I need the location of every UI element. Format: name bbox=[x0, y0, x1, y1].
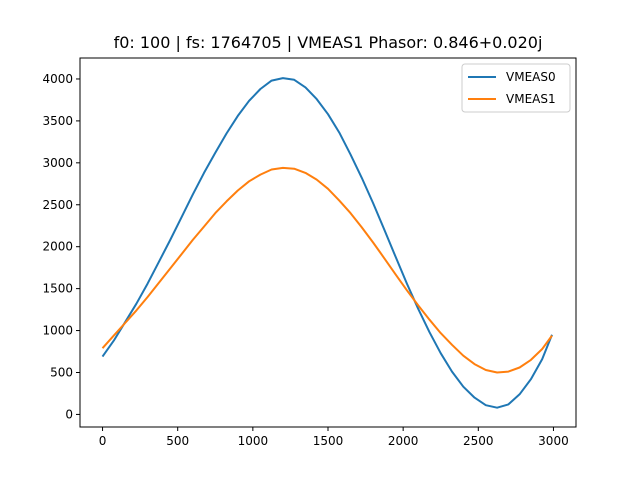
x-tick-label: 1500 bbox=[313, 434, 344, 448]
x-tick-label: 2500 bbox=[463, 434, 494, 448]
x-tick-label: 500 bbox=[166, 434, 189, 448]
y-tick-label: 2500 bbox=[42, 198, 73, 212]
series-line-vmeas1 bbox=[101, 166, 553, 374]
plot-lines bbox=[101, 77, 553, 409]
y-tick-label: 3000 bbox=[42, 156, 73, 170]
y-tick-label: 500 bbox=[50, 365, 73, 379]
y-tick-label: 3500 bbox=[42, 114, 73, 128]
chart-title: f0: 100 | fs: 1764705 | VMEAS1 Phasor: 0… bbox=[114, 33, 543, 52]
legend: VMEAS0 VMEAS1 bbox=[461, 63, 571, 113]
x-tick-label: 3000 bbox=[538, 434, 569, 448]
x-tick-label: 2000 bbox=[388, 434, 419, 448]
x-tick-label: 0 bbox=[99, 434, 107, 448]
legend-label-vmeas1: VMEAS1 bbox=[506, 92, 556, 106]
series-line-vmeas0 bbox=[101, 77, 553, 409]
y-tick-label: 0 bbox=[65, 407, 73, 421]
y-tick-label: 1000 bbox=[42, 324, 73, 338]
y-axis: 0 500 1000 1500 2000 2500 3000 3500 4000 bbox=[42, 72, 80, 421]
y-tick-label: 1500 bbox=[42, 282, 73, 296]
y-tick-label: 4000 bbox=[42, 72, 73, 86]
legend-label-vmeas0: VMEAS0 bbox=[506, 70, 556, 84]
x-axis: 0 500 1000 1500 2000 2500 3000 bbox=[99, 427, 569, 448]
y-tick-label: 2000 bbox=[42, 240, 73, 254]
x-tick-label: 1000 bbox=[238, 434, 269, 448]
